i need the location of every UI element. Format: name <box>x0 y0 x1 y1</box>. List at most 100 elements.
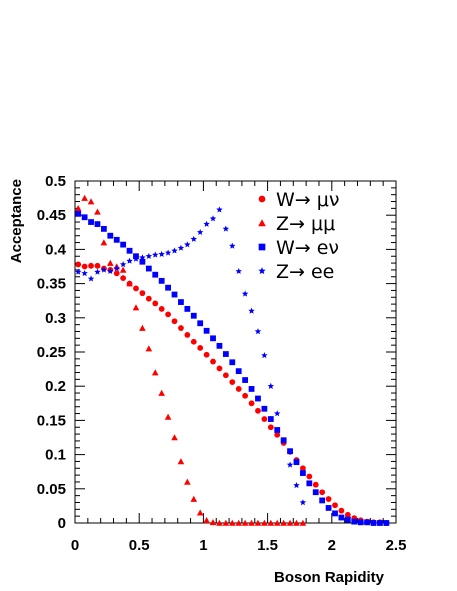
data-point <box>222 519 230 526</box>
data-point <box>248 519 255 526</box>
data-point <box>184 241 191 248</box>
legend-item: W→ eν <box>258 237 339 259</box>
data-point <box>177 458 185 465</box>
data-point <box>113 236 120 243</box>
legend-label: Z→ μμ <box>276 213 335 235</box>
data-point <box>88 262 94 269</box>
data-point <box>158 250 165 257</box>
data-point <box>190 312 197 319</box>
data-point <box>273 519 281 526</box>
data-point <box>274 410 281 417</box>
x-tick-label: 0 <box>71 537 79 554</box>
data-point <box>107 259 114 266</box>
data-point <box>120 241 127 248</box>
y-axis-title: Acceptance <box>8 179 25 263</box>
x-axis-title: Boson Rapidity <box>274 569 385 586</box>
data-point <box>261 352 268 359</box>
data-point <box>216 342 223 349</box>
data-point <box>267 416 274 422</box>
y-tick-label: 0.2 <box>45 378 66 395</box>
legend-marker <box>258 219 266 227</box>
legend-label: W→ eν <box>276 237 339 259</box>
legend-label: W→ μν <box>276 189 339 211</box>
data-point <box>235 267 242 275</box>
data-point <box>241 290 249 297</box>
data-point <box>171 318 178 325</box>
legend: W→ μνZ→ μμW→ eνZ→ ee <box>258 189 339 283</box>
data-point <box>126 247 133 254</box>
series-circle <box>75 261 390 526</box>
data-point <box>332 502 338 509</box>
x-tick-label: 1.5 <box>257 537 278 554</box>
data-point <box>338 507 345 514</box>
data-point <box>152 251 159 258</box>
legend-marker <box>258 243 266 251</box>
data-point <box>267 424 274 431</box>
plot-frame <box>74 180 397 524</box>
data-point <box>133 285 139 292</box>
data-point <box>344 516 351 523</box>
data-point <box>293 519 300 526</box>
data-point <box>222 351 229 357</box>
data-point <box>300 470 306 476</box>
y-tick-label: 0.45 <box>37 207 66 224</box>
data-point <box>100 239 108 246</box>
data-point <box>383 520 390 526</box>
data-point <box>139 254 146 261</box>
y-tick-label: 0.5 <box>45 173 66 190</box>
data-point <box>267 382 275 389</box>
series-triangle <box>74 194 307 526</box>
data-point <box>94 268 101 275</box>
x-tick-label: 2 <box>328 537 336 554</box>
data-point <box>229 359 236 366</box>
data-point <box>222 225 230 232</box>
data-point <box>126 280 133 287</box>
data-point <box>274 427 281 433</box>
data-point <box>139 258 146 265</box>
data-point <box>306 473 313 480</box>
data-point <box>248 386 255 392</box>
data-point <box>152 300 159 307</box>
data-point <box>235 386 242 392</box>
data-point <box>210 335 216 342</box>
data-point <box>209 215 217 222</box>
data-point <box>287 448 293 455</box>
data-point <box>306 480 313 487</box>
data-point <box>184 478 191 485</box>
data-point <box>255 395 261 402</box>
data-point <box>171 247 178 254</box>
y-tick-label: 0.1 <box>45 447 66 464</box>
y-tick-label: 0.15 <box>37 412 66 429</box>
data-point <box>209 519 217 526</box>
data-point <box>222 372 229 379</box>
data-point <box>235 368 242 375</box>
data-point <box>299 499 307 506</box>
data-markers <box>74 194 390 526</box>
data-point <box>242 377 249 383</box>
data-point <box>120 275 127 282</box>
data-point <box>293 459 300 466</box>
data-point <box>242 392 249 399</box>
data-point <box>119 266 127 273</box>
data-point <box>132 304 140 311</box>
data-point <box>107 267 114 275</box>
data-point <box>139 290 146 297</box>
data-point <box>196 509 204 516</box>
data-point <box>300 465 306 472</box>
data-point <box>357 519 364 526</box>
data-point <box>216 206 223 213</box>
x-tick-labels: 0 0.5 1 1.5 2 2.5 <box>71 537 407 554</box>
data-point <box>210 358 216 365</box>
data-point <box>145 295 152 302</box>
data-point <box>113 270 120 277</box>
data-point <box>165 284 171 291</box>
y-tick-label: 0.25 <box>37 344 66 361</box>
data-point <box>197 344 204 351</box>
data-point <box>203 220 210 227</box>
data-point <box>100 225 107 232</box>
data-point <box>280 519 287 526</box>
data-point <box>267 519 275 526</box>
data-point <box>88 219 94 225</box>
data-point <box>325 505 332 511</box>
